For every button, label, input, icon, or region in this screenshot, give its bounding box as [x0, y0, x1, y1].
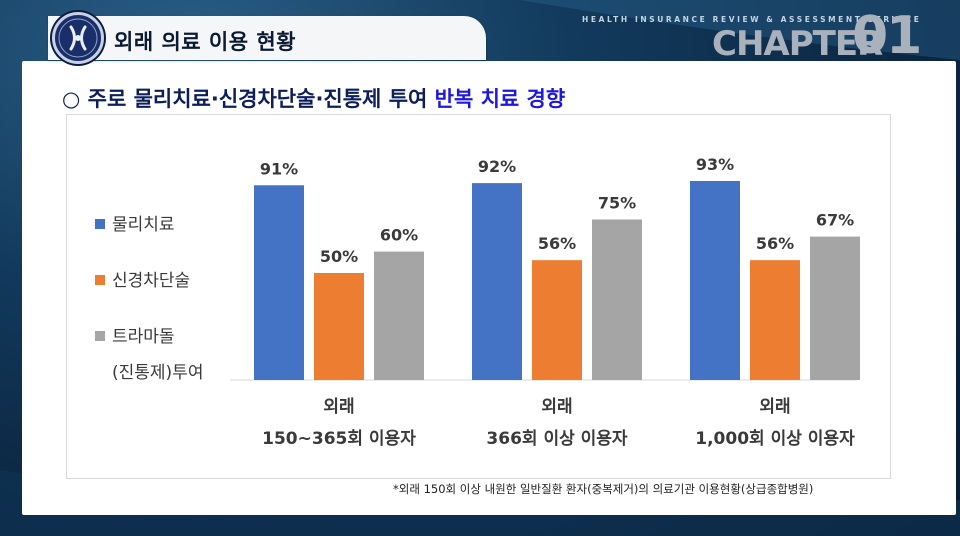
- legend-swatch: [95, 275, 105, 285]
- footnote: *외래 150회 이상 내원한 일반질환 환자(중복제거)의 의료기관 이용현황…: [393, 482, 814, 496]
- data-label-3-1: 60%: [380, 226, 418, 245]
- service-name: HEALTH INSURANCE REVIEW & ASSESSMENT SER…: [582, 15, 922, 24]
- legend-swatch: [95, 331, 105, 341]
- headline-highlight: 반복 치료 경향: [434, 87, 566, 111]
- bar-1-1: [254, 185, 304, 380]
- page-title: 외래 의료 이용 현황: [114, 30, 296, 54]
- legend-label: 신경차단술: [112, 271, 191, 291]
- legend-item-3: 트라마돌 (진통제)투여: [95, 319, 203, 391]
- title-tab: 외래 의료 이용 현황: [48, 16, 486, 60]
- legend-label: 물리치료: [112, 215, 175, 235]
- legend-swatch: [95, 219, 105, 229]
- data-label-1-1: 91%: [260, 159, 298, 178]
- legend-item-2: 신경차단술: [95, 263, 190, 299]
- data-label-1-2: 92%: [478, 157, 516, 176]
- bar-2-2: [532, 260, 582, 380]
- data-label-2-3: 56%: [756, 234, 794, 253]
- legend-label: 트라마돌: [112, 327, 175, 347]
- bar-chart: 91% 92% 93% 50% 56% 56% 60% 75% 67%: [230, 155, 860, 381]
- bar-2-3: [750, 260, 800, 380]
- bar-2-1: [314, 273, 364, 380]
- category-label-1: 외래 150~365회 이용자: [262, 397, 416, 449]
- bar-3-3: [810, 236, 860, 380]
- data-label-2-1: 50%: [320, 247, 358, 266]
- legend-label: (진통제)투여: [112, 363, 204, 383]
- data-label-3-3: 67%: [816, 211, 854, 230]
- bar-3-2: [592, 219, 642, 380]
- data-label-3-2: 75%: [598, 194, 636, 213]
- data-label-1-3: 93%: [696, 155, 734, 174]
- bar-1-3: [690, 180, 740, 380]
- bar-3-1: [374, 251, 424, 380]
- chapter-number: 01: [852, 6, 922, 66]
- category-label-2: 외래 366회 이상 이용자: [486, 397, 628, 449]
- legend-item-1: 물리치료: [95, 207, 175, 243]
- section-headline: ○ 주로 물리치료·신경차단술·진통제 투여 반복 치료 경향: [62, 83, 565, 113]
- headline-prefix: ○ 주로 물리치료·신경차단술·진통제 투여: [62, 87, 435, 111]
- bar-1-2: [472, 183, 522, 380]
- category-label-3: 외래 1,000회 이상 이용자: [695, 397, 855, 449]
- agency-emblem-icon: [52, 12, 104, 64]
- data-label-2-2: 56%: [538, 234, 576, 253]
- chapter-label: CHAPTER: [712, 24, 883, 64]
